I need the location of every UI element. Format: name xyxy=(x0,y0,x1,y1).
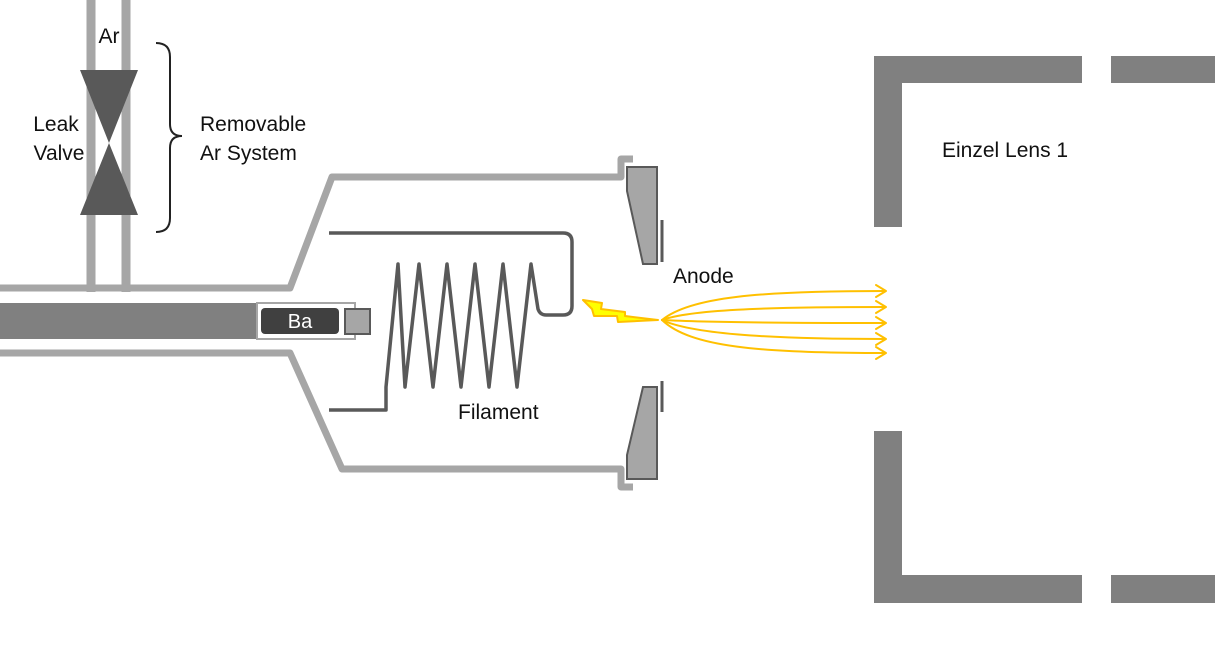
leak-valve-label-line2: Valve xyxy=(34,142,85,165)
anode-upper-electrode xyxy=(626,166,658,265)
chamber-housing-lower xyxy=(0,349,633,491)
filament-wire xyxy=(329,231,574,412)
spark-icon xyxy=(582,299,659,323)
gas-label: Ar xyxy=(99,25,120,48)
einzel-lens-label: Einzel Lens 1 xyxy=(942,139,1068,162)
filament-label: Filament xyxy=(458,401,539,424)
sample-rod xyxy=(0,303,258,339)
ion-beam xyxy=(661,284,887,360)
einzel-lens xyxy=(874,56,1215,603)
gas-feed-pipe xyxy=(86,0,131,292)
anode-lower-electrode xyxy=(626,386,658,480)
sample-end-cap xyxy=(344,308,371,335)
leak-valve-label-line1: Leak xyxy=(33,113,79,136)
anode-label: Anode xyxy=(673,265,734,288)
leak-valve-icon xyxy=(80,70,138,215)
removable-system-brace xyxy=(155,42,183,233)
chamber-housing-upper xyxy=(0,155,633,292)
sample-box xyxy=(261,308,339,334)
removable-label-line2: Ar System xyxy=(200,142,297,165)
sample-label: Ba xyxy=(288,311,313,333)
removable-label-line1: Removable xyxy=(200,113,306,136)
